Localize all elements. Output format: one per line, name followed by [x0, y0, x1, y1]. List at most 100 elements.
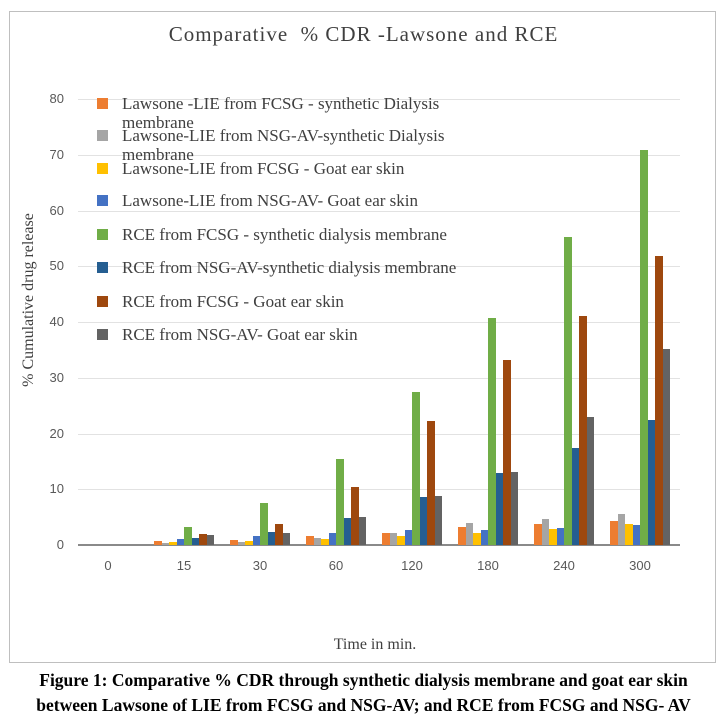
bar-series3-t30 — [245, 541, 253, 545]
bar-series8-t120 — [434, 495, 442, 545]
legend-label: Lawsone-LIE from NSG-AV-synthetic Dialys… — [122, 126, 445, 164]
bar-series8-t60 — [358, 516, 366, 545]
bar-series3-t180 — [473, 532, 481, 545]
bar-series4-t60 — [328, 532, 336, 545]
gridline-y80 — [78, 99, 680, 100]
bar-series4-t300 — [632, 524, 640, 545]
x-tick-label-180: 180 — [477, 558, 499, 573]
x-tick-label-300: 300 — [629, 558, 651, 573]
bar-series4-t240 — [556, 528, 564, 545]
x-axis-line — [78, 544, 680, 546]
figure-caption: Figure 1: Comparative % CDR through synt… — [0, 668, 727, 718]
legend-swatch-icon — [97, 329, 108, 340]
legend-swatch-icon — [97, 229, 108, 240]
x-tick-label-240: 240 — [553, 558, 575, 573]
bar-series3-t300 — [625, 524, 633, 545]
legend-swatch-icon — [97, 296, 108, 307]
bar-series2-t240 — [541, 519, 549, 545]
gridline-y10 — [78, 489, 680, 491]
bar-series5-t300 — [640, 150, 648, 545]
bar-series3-t240 — [549, 529, 557, 545]
x-tick-label-15: 15 — [176, 558, 192, 573]
bar-series1-t180 — [458, 527, 466, 545]
bar-series5-t240 — [564, 236, 572, 545]
bar-series4-t120 — [404, 529, 412, 545]
legend-swatch-icon — [97, 130, 108, 141]
bar-series4-t180 — [480, 529, 488, 545]
chart-border-frame — [9, 11, 716, 663]
x-tick-label-60: 60 — [328, 558, 344, 573]
legend-item-5: RCE from FCSG - synthetic dialysis membr… — [97, 225, 493, 244]
y-tick-label-10: 10 — [49, 481, 64, 497]
x-tick-label-0: 0 — [104, 558, 112, 573]
gridline-y70 — [78, 154, 680, 156]
y-tick-label-0: 0 — [56, 537, 64, 552]
gridline-y40 — [78, 322, 680, 323]
bar-series2-t180 — [465, 522, 473, 545]
bar-series5-t30 — [260, 503, 268, 545]
gridline-y30 — [78, 377, 680, 379]
bar-series6-t180 — [495, 472, 503, 545]
bar-series6-t60 — [343, 518, 351, 545]
legend-item-7: RCE from FCSG - Goat ear skin — [97, 292, 493, 311]
y-axis-title: % Cumulative drug release — [20, 213, 37, 387]
bar-series5-t180 — [488, 318, 496, 545]
legend-item-2: Lawsone-LIE from NSG-AV-synthetic Dialys… — [97, 126, 493, 164]
bar-series7-t15 — [199, 533, 207, 546]
bar-series6-t240 — [571, 448, 579, 545]
bar-series8-t180 — [510, 472, 518, 545]
gridline-y20 — [78, 433, 680, 435]
bar-series6-t120 — [419, 496, 427, 545]
bar-series2-t120 — [389, 532, 397, 545]
bar-series4-t30 — [252, 535, 260, 545]
legend-item-3: Lawsone-LIE from FCSG - Goat ear skin — [97, 159, 493, 178]
bar-series1-t240 — [534, 523, 542, 545]
legend-swatch-icon — [97, 195, 108, 206]
figure-caption-line2: between Lawsone of LIE from FCSG and NSG… — [36, 695, 691, 715]
bar-series7-t30 — [275, 523, 283, 545]
bar-series1-t60 — [306, 535, 314, 545]
bar-series2-t15 — [161, 543, 169, 545]
legend-label: RCE from NSG-AV-synthetic dialysis membr… — [122, 258, 457, 277]
bar-series7-t120 — [427, 420, 435, 545]
y-tick-label-50: 50 — [49, 258, 64, 274]
y-tick-label-80: 80 — [49, 91, 64, 106]
bar-series3-t60 — [321, 539, 329, 545]
y-tick-label-40: 40 — [49, 314, 64, 329]
legend-label: RCE from FCSG - synthetic dialysis membr… — [122, 225, 447, 244]
legend-label: RCE from FCSG - Goat ear skin — [122, 292, 344, 311]
bar-series7-t180 — [503, 359, 511, 545]
y-tick-label-60: 60 — [49, 202, 64, 218]
bar-series1-t15 — [154, 541, 162, 545]
bar-series8-t30 — [282, 532, 290, 545]
bar-series3-t120 — [397, 535, 405, 545]
bar-series2-t60 — [313, 538, 321, 545]
bar-series8-t15 — [206, 535, 214, 545]
legend-item-4: Lawsone-LIE from NSG-AV- Goat ear skin — [97, 191, 493, 210]
chart-title: Comparative % CDR -Lawsone and RCE — [168, 22, 559, 46]
bar-series7-t300 — [655, 256, 663, 545]
figure-caption-line1: Figure 1: Comparative % CDR through synt… — [39, 670, 688, 690]
legend-item-1: Lawsone -LIE from FCSG - synthetic Dialy… — [97, 94, 493, 132]
y-tick-label-70: 70 — [49, 146, 64, 162]
bar-series7-t240 — [579, 316, 587, 545]
bar-series2-t30 — [237, 542, 245, 545]
legend-label: Lawsone-LIE from NSG-AV- Goat ear skin — [122, 191, 419, 210]
x-tick-label-30: 30 — [252, 558, 268, 573]
bar-series7-t60 — [351, 486, 359, 545]
gridline-y60 — [78, 210, 680, 212]
legend-swatch-icon — [97, 163, 108, 174]
bar-series1-t120 — [382, 532, 390, 545]
bar-series8-t300 — [662, 348, 670, 545]
bar-series5-t60 — [336, 459, 344, 545]
bar-series6-t300 — [647, 420, 655, 545]
bar-series1-t30 — [230, 540, 238, 545]
legend-label: Lawsone -LIE from FCSG - synthetic Dialy… — [122, 94, 440, 132]
bar-series6-t30 — [267, 531, 275, 545]
legend-swatch-icon — [97, 262, 108, 273]
legend-item-8: RCE from NSG-AV- Goat ear skin — [97, 325, 493, 344]
bar-series3-t15 — [169, 542, 177, 545]
bar-series6-t15 — [191, 538, 199, 545]
bar-series5-t15 — [184, 527, 192, 545]
